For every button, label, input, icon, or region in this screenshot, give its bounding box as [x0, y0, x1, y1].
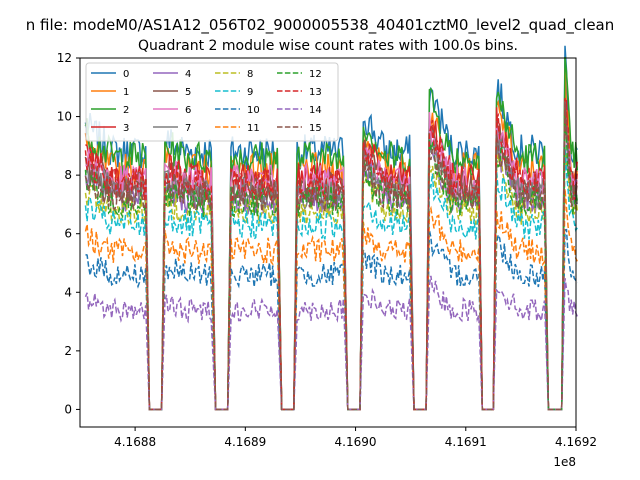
y-tick-label: 8 [64, 168, 72, 182]
y-tick-label: 10 [57, 110, 72, 124]
legend-label-13: 13 [309, 87, 322, 98]
series-line-14 [84, 275, 578, 411]
x-tick-label: 4.1691 [445, 435, 487, 449]
legend-label-12: 12 [309, 69, 322, 80]
legend-label-8: 8 [247, 69, 253, 80]
figure-suptitle: n file: modeM0/AS1A12_056T02_9000005538_… [26, 16, 615, 35]
x-tick-label: 4.1690 [335, 435, 377, 449]
legend-label-4: 4 [185, 69, 191, 80]
x-tick-label: 4.1692 [555, 435, 597, 449]
legend-label-0: 0 [123, 69, 129, 80]
y-tick-label: 6 [64, 227, 72, 241]
legend-label-7: 7 [185, 123, 191, 134]
y-tick-label: 0 [64, 402, 72, 416]
series-line-11 [84, 189, 578, 411]
x-tick-label: 4.1688 [114, 435, 156, 449]
legend-label-9: 9 [247, 87, 253, 98]
legend-label-1: 1 [123, 87, 129, 98]
plot-lines [84, 45, 579, 411]
y-tick-label: 4 [64, 285, 72, 299]
legend-label-11: 11 [247, 123, 260, 134]
legend-label-5: 5 [185, 87, 191, 98]
chart-title: Quadrant 2 module wise count rates with … [138, 38, 518, 54]
legend-label-3: 3 [123, 123, 129, 134]
legend-label-10: 10 [247, 105, 260, 116]
y-tick-label: 2 [64, 344, 72, 358]
x-offset-label: 1e8 [553, 455, 576, 469]
legend-label-15: 15 [309, 123, 322, 134]
y-axis: 0 2 4 6 8 10 12 [57, 51, 80, 416]
legend-label-2: 2 [123, 105, 129, 116]
series-line-15 [84, 101, 579, 411]
y-tick-label: 12 [57, 51, 72, 65]
x-tick-label: 4.1689 [224, 435, 266, 449]
axes-frame [79, 57, 577, 428]
legend-box [85, 62, 339, 142]
x-axis: 4.1688 4.1689 4.1690 4.1691 4.1692 [114, 427, 597, 449]
legend-label-6: 6 [185, 105, 191, 116]
legend-label-14: 14 [309, 105, 322, 116]
